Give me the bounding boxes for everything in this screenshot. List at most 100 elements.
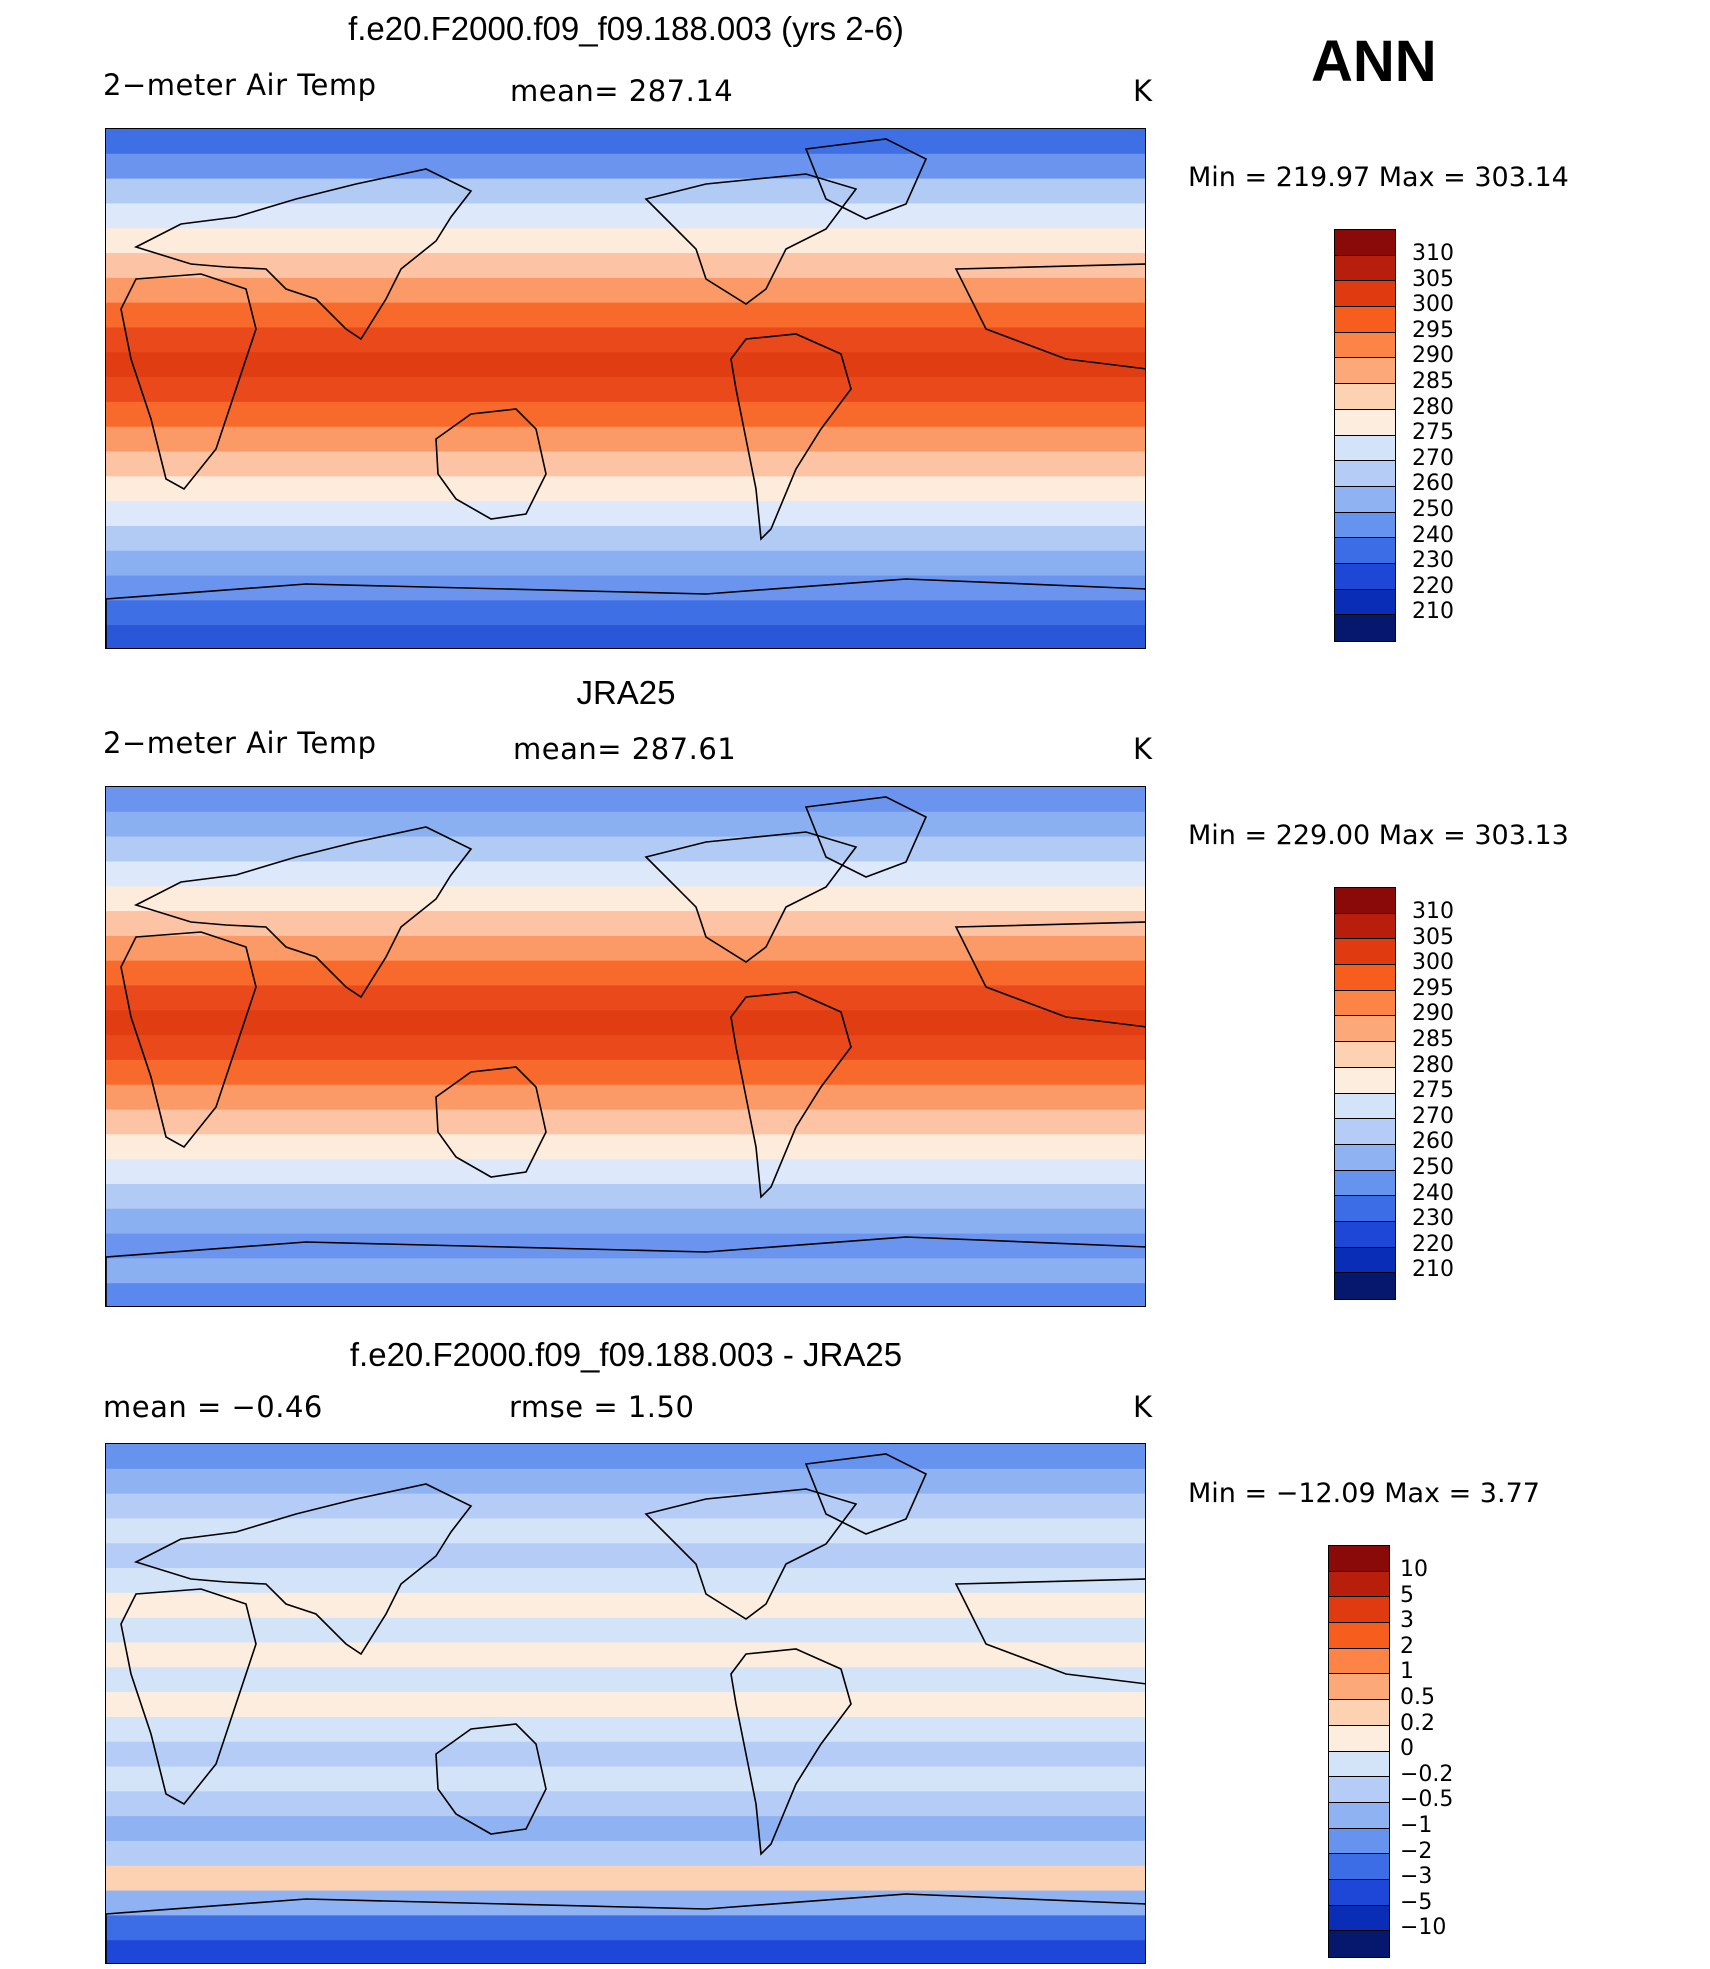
colorbar-swatch [1335, 1016, 1395, 1043]
latitude-band [106, 203, 1145, 230]
colorbar-swatch [1329, 1931, 1389, 1957]
latitude-band [106, 911, 1145, 937]
latitude-band [106, 1915, 1145, 1942]
panel-1-colorbar-labels: 310 305 300 295 290 285 280 275 270 260 250 240 230 2… [1412, 241, 1454, 625]
latitude-band [106, 178, 1145, 205]
colorbar-tick-label: 0.5 [1400, 1684, 1435, 1710]
colorbar-swatch [1335, 332, 1395, 359]
colorbar-swatch [1329, 1905, 1389, 1932]
colorbar-swatch [1335, 384, 1395, 410]
latitude-band [106, 1642, 1145, 1669]
panel-1-colorbar [1334, 229, 1396, 642]
colorbar-swatch [1329, 1802, 1389, 1829]
continent-outline [954, 921, 1145, 1028]
colorbar-tick-label: 3 [1400, 1608, 1414, 1634]
continent-outline [954, 1578, 1145, 1685]
latitude-band [106, 1109, 1145, 1136]
colorbar-tick-label: −0.2 [1400, 1761, 1454, 1787]
panel-2-colorbar [1334, 887, 1396, 1300]
panel-2-title: JRA25 [576, 674, 676, 711]
colorbar-swatch [1329, 1546, 1389, 1572]
latitude-band [106, 1208, 1145, 1235]
panel-2-land-overlay [106, 796, 1145, 1306]
latitude-band [106, 1543, 1145, 1570]
latitude-band [106, 1183, 1145, 1210]
latitude-band [106, 327, 1145, 354]
panel-2-colorbar-labels: 310 305 300 295 290 285 280 275 270 260 250 240 230 2… [1412, 899, 1454, 1283]
panel-1-minmax: Min = 219.97 Max = 303.14 [1188, 162, 1569, 193]
latitude-band [106, 600, 1145, 627]
panel-3-land-overlay [106, 1453, 1145, 1963]
latitude-band [106, 1840, 1145, 1867]
colorbar-swatch [1335, 255, 1395, 282]
colorbar-tick-label: 220 [1412, 573, 1454, 599]
latitude-band [106, 525, 1145, 552]
colorbar-tick-label: 280 [1412, 394, 1454, 420]
continent-outline [435, 1066, 547, 1178]
colorbar-tick-label: 260 [1412, 471, 1454, 497]
latitude-band [106, 1444, 1145, 1470]
colorbar-tick-label: 295 [1412, 975, 1454, 1001]
continent-outline [120, 273, 257, 491]
colorbar-tick-label: −3 [1400, 1864, 1433, 1890]
colorbar-swatch [1335, 888, 1395, 914]
latitude-band [106, 1791, 1145, 1818]
colorbar-tick-label: 305 [1412, 266, 1454, 292]
latitude-band [106, 129, 1145, 155]
colorbar-tick-label: 285 [1412, 1026, 1454, 1052]
continent-outline [435, 1723, 547, 1835]
colorbar-tick-label: 310 [1412, 899, 1454, 924]
colorbar-swatch [1335, 1042, 1395, 1068]
latitude-band [106, 228, 1145, 255]
panel-2-variable-label: 2−meter Air Temp [103, 726, 377, 760]
season-label: ANN [1311, 29, 1437, 94]
colorbar-swatch [1329, 1828, 1389, 1855]
colorbar-tick-label: 2 [1400, 1633, 1414, 1659]
latitude-band [106, 1518, 1145, 1545]
colorbar-swatch [1335, 615, 1395, 641]
colorbar-tick-label: 260 [1412, 1129, 1454, 1155]
colorbar-swatch [1329, 1879, 1389, 1906]
colorbar-tick-label: 210 [1412, 1257, 1454, 1283]
continent-outline [954, 263, 1145, 370]
colorbar-swatch [1335, 965, 1395, 991]
latitude-band [106, 1233, 1145, 1260]
latitude-band [106, 1084, 1145, 1111]
latitude-band [106, 985, 1145, 1012]
latitude-band [106, 352, 1145, 379]
latitude-band [106, 1865, 1145, 1892]
latitude-band [106, 426, 1145, 453]
colorbar-swatch [1335, 589, 1395, 616]
colorbar-swatch [1335, 512, 1395, 539]
colorbar-swatch [1335, 1196, 1395, 1222]
colorbar-tick-label: 310 [1412, 241, 1454, 266]
colorbar-swatch [1335, 1093, 1395, 1120]
colorbar-tick-label: 250 [1412, 496, 1454, 522]
latitude-band [106, 1159, 1145, 1185]
panel-2-mean-label: mean= 287.61 [513, 732, 737, 766]
colorbar-swatch [1335, 538, 1395, 564]
colorbar-tick-label: 250 [1412, 1154, 1454, 1180]
colorbar-tick-label: 270 [1412, 445, 1454, 471]
colorbar-tick-label: 300 [1412, 292, 1454, 318]
latitude-band [106, 1468, 1145, 1495]
colorbar-tick-label: 5 [1400, 1582, 1414, 1608]
colorbar-tick-label: 275 [1412, 420, 1454, 446]
latitude-band [106, 1010, 1145, 1037]
continent-outline [644, 173, 858, 305]
colorbar-tick-label: 275 [1412, 1078, 1454, 1104]
latitude-band [106, 476, 1145, 503]
colorbar-tick-label: −1 [1400, 1812, 1433, 1838]
latitude-band [106, 1592, 1145, 1619]
panel-3-colorbar-labels: 10 5 3 2 1 0.5 0.2 0 −0.2 −0.5 −1 −2 −3 −5 −10 [1400, 1557, 1453, 1941]
colorbar-swatch [1329, 1597, 1389, 1624]
panel-1-temperature-bands [106, 129, 1145, 648]
panel-3-map [105, 1443, 1146, 1964]
latitude-band [106, 550, 1145, 577]
panel-2-minmax: Min = 229.00 Max = 303.13 [1188, 820, 1569, 851]
continent-outline [804, 796, 928, 878]
continent-outline [804, 138, 928, 220]
colorbar-tick-label: 210 [1412, 599, 1454, 625]
continent-outline [730, 1648, 852, 1856]
colorbar-tick-label: 240 [1412, 1180, 1454, 1206]
